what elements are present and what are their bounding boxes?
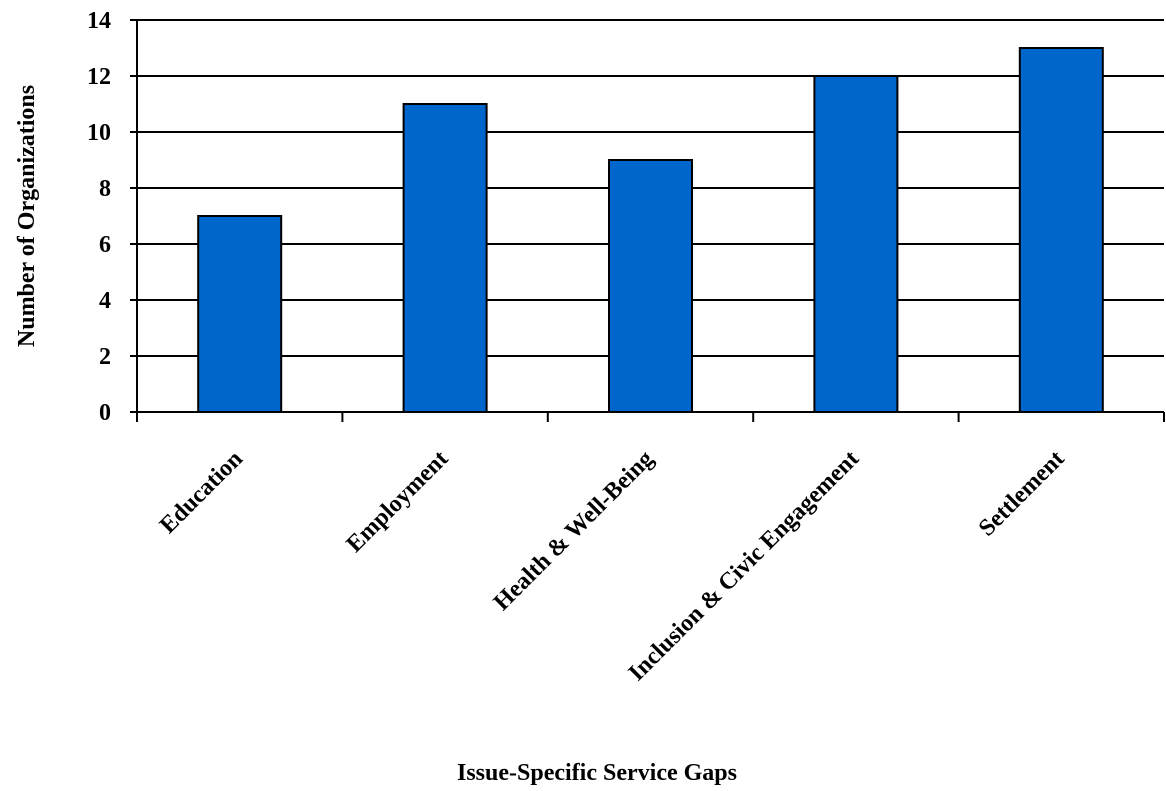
x-category-labels: Education Employment Health & Well-BeingIn…	[155, 446, 1069, 686]
bar-settlement	[1018, 47, 1104, 413]
bar-education	[197, 215, 283, 413]
x-axis-title: Issue-Specific Service Gaps	[457, 760, 737, 786]
y-tick-label-0: 0	[99, 400, 111, 426]
x-category-label-education: Education	[155, 446, 248, 539]
x-category-label-employment: Employment	[342, 446, 454, 558]
y-tick-label-2: 2	[99, 344, 111, 370]
y-tick-labels: 0 2 4 6 8 10 12 14	[87, 8, 111, 426]
y-tick-label-4: 4	[99, 288, 111, 314]
x-category-label-settlement: Settlement	[974, 446, 1070, 542]
x-category-label-health-well-being: Health & Well-Being	[489, 446, 659, 616]
x-category-label-inclusion-civic-engagement: Inclusion & Civic Engagement	[624, 446, 864, 686]
y-tick-label-10: 10	[87, 120, 111, 146]
bar-inclusion-civic-engagement	[813, 75, 899, 413]
bar-employment	[402, 103, 488, 413]
bar-health-well-being	[608, 159, 693, 413]
bars	[197, 47, 1104, 413]
y-tick-label-14: 14	[87, 8, 111, 34]
y-axis-title: Number of Organizations	[14, 85, 40, 347]
axes	[130, 19, 1165, 422]
y-tick-label-8: 8	[99, 176, 111, 202]
y-tick-label-6: 6	[99, 232, 111, 258]
y-tick-label-12: 12	[87, 64, 111, 90]
